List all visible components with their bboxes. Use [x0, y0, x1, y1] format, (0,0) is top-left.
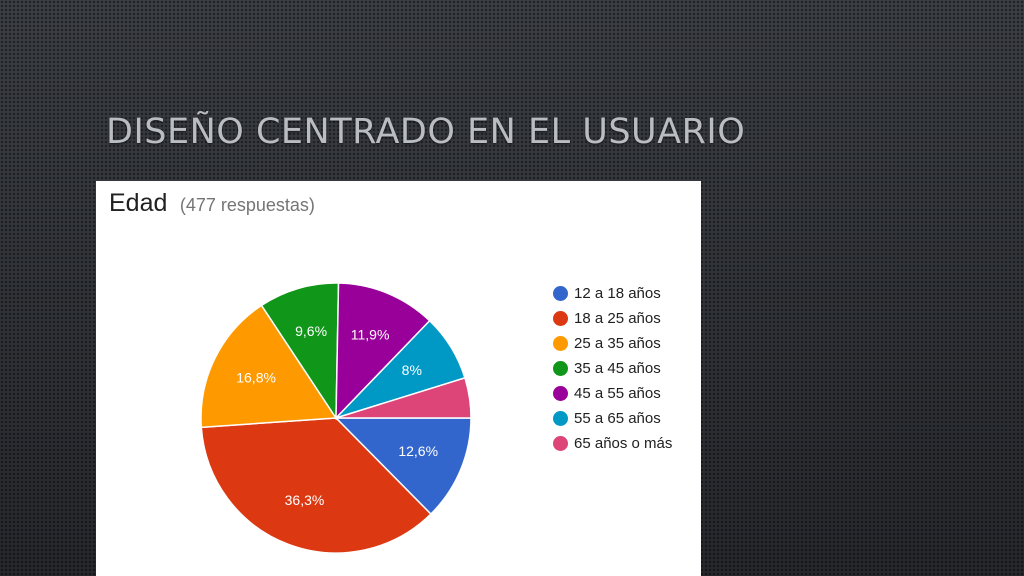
chart-card: Edad (477 respuestas) 12,6% 36,3% 16,8% 9,6…: [96, 181, 701, 576]
legend-label: 35 a 45 años: [574, 360, 661, 377]
legend-label: 65 años o más: [574, 435, 673, 452]
legend-item: 65 años o más: [553, 431, 672, 456]
pie-slice: [335, 282, 431, 420]
legend-swatch: [553, 411, 568, 426]
slice-label: 12,6%: [398, 443, 438, 459]
slice-label: 8%: [402, 362, 422, 378]
pie-slice: [334, 417, 472, 516]
legend-label: 12 a 18 años: [574, 285, 661, 302]
pie-slice: [335, 376, 472, 419]
pie-labels: 12,6% 36,3% 16,8% 9,6% 11,9% 8%: [236, 323, 438, 508]
legend-item: 25 a 35 años: [553, 331, 672, 356]
question-title: Edad: [109, 189, 168, 217]
pie-slices: [200, 282, 472, 554]
pie-slice: [260, 282, 340, 421]
chart-legend: 12 a 18 años 18 a 25 años 25 a 35 años 35 a…: [553, 281, 672, 456]
slide-title: Diseño centrado en el usuario: [106, 112, 746, 152]
legend-swatch: [553, 361, 568, 376]
legend-item: 55 a 65 años: [553, 406, 672, 431]
card-heading: Edad (477 respuestas): [109, 189, 315, 218]
pie-chart: 12,6% 36,3% 16,8% 9,6% 11,9% 8%: [200, 282, 472, 554]
legend-swatch: [553, 336, 568, 351]
legend-item: 18 a 25 años: [553, 306, 672, 331]
slice-label: 9,6%: [295, 323, 327, 339]
legend-swatch: [553, 286, 568, 301]
pie-slice: [200, 417, 432, 554]
slice-label: 16,8%: [236, 369, 276, 385]
legend-item: 45 a 55 años: [553, 381, 672, 406]
legend-swatch: [553, 386, 568, 401]
legend-label: 55 a 65 años: [574, 410, 661, 427]
legend-label: 18 a 25 años: [574, 310, 661, 327]
slice-label: 11,9%: [351, 326, 390, 342]
legend-label: 45 a 55 años: [574, 385, 661, 402]
legend-item: 12 a 18 años: [553, 281, 672, 306]
pie-slice: [200, 304, 338, 429]
legend-label: 25 a 35 años: [574, 335, 661, 352]
response-count: (477 respuestas): [179, 195, 315, 215]
legend-item: 35 a 45 años: [553, 356, 672, 381]
legend-swatch: [553, 311, 568, 326]
legend-swatch: [553, 436, 568, 451]
slice-label: 36,3%: [285, 492, 325, 508]
